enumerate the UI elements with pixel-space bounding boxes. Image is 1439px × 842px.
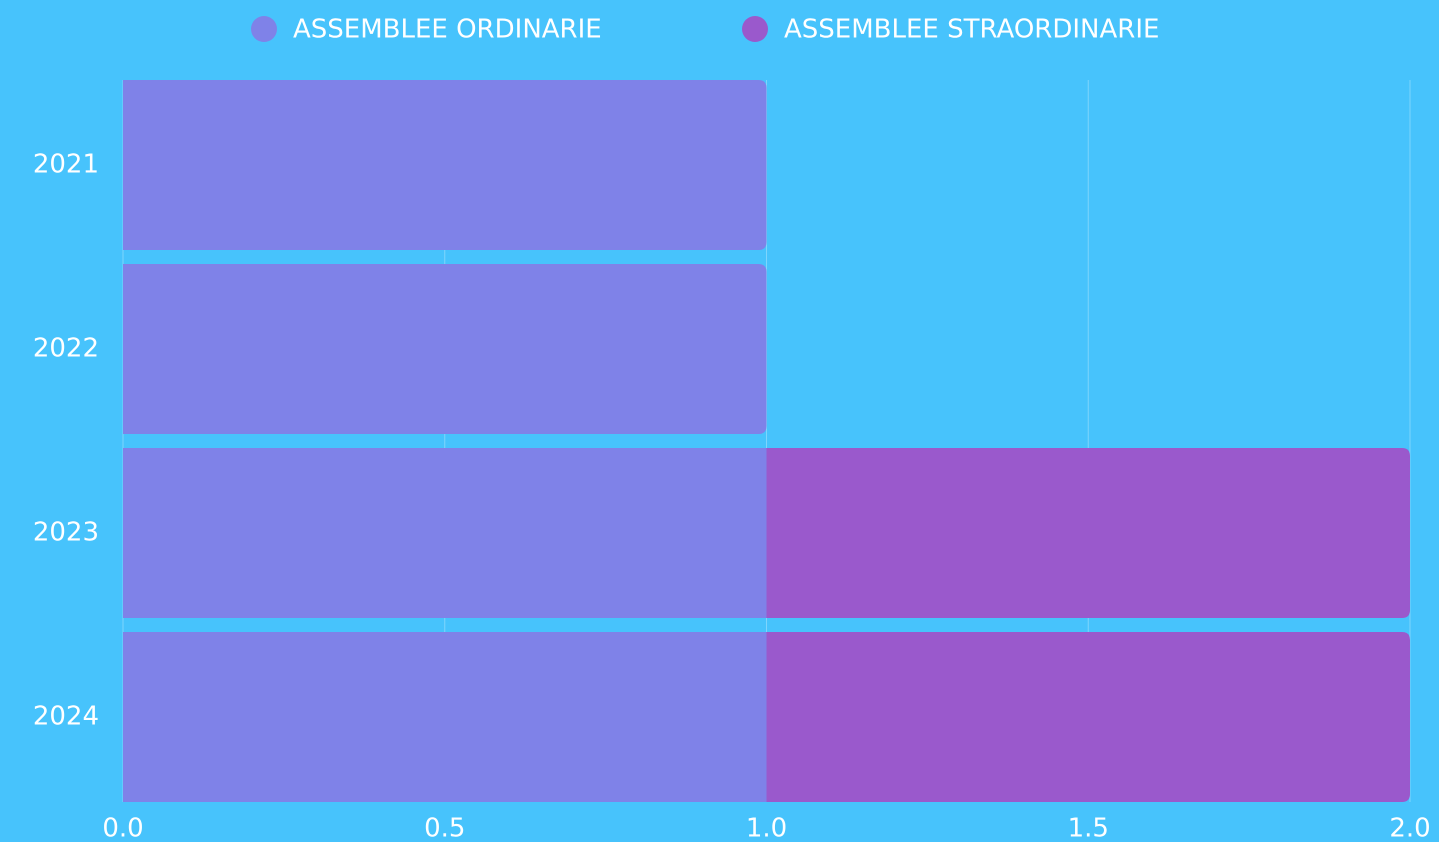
- bar: [766, 632, 1410, 802]
- legend-marker: [742, 16, 768, 42]
- x-tick-label: 0.5: [424, 814, 465, 842]
- bar: [123, 632, 767, 802]
- x-tick-label: 1.5: [1068, 814, 1109, 842]
- bar: [766, 448, 1410, 618]
- y-tick-label: 2024: [33, 702, 99, 732]
- x-tick-label: 2.0: [1389, 814, 1430, 842]
- y-tick-label: 2022: [33, 334, 99, 364]
- legend-label: ASSEMBLEE STRAORDINARIE: [784, 15, 1159, 45]
- y-tick-label: 2023: [33, 518, 99, 548]
- legend-label: ASSEMBLEE ORDINARIE: [293, 15, 602, 45]
- bar: [123, 448, 767, 618]
- x-tick-label: 0.0: [102, 814, 143, 842]
- y-tick-label: 2021: [33, 150, 99, 180]
- bar: [123, 264, 767, 434]
- bar: [123, 80, 767, 250]
- legend-marker: [251, 16, 277, 42]
- x-tick-label: 1.0: [746, 814, 787, 842]
